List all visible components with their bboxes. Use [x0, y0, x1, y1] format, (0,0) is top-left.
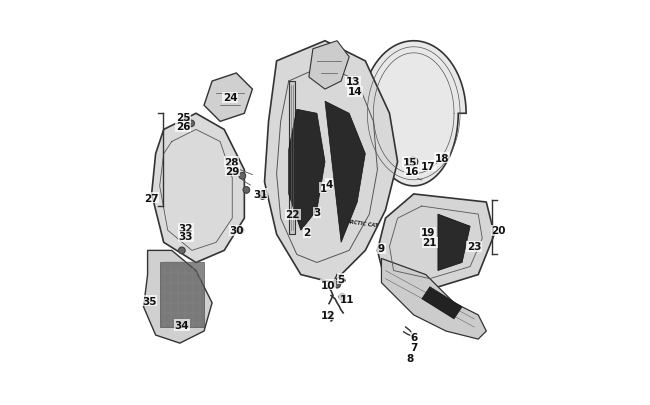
Text: 28: 28: [224, 157, 239, 167]
Circle shape: [339, 294, 346, 300]
Polygon shape: [309, 42, 349, 90]
Polygon shape: [289, 82, 294, 234]
Polygon shape: [289, 110, 325, 231]
Text: 11: 11: [340, 294, 354, 304]
Text: 33: 33: [179, 232, 193, 242]
Polygon shape: [361, 42, 466, 186]
Circle shape: [239, 173, 246, 179]
Text: 26: 26: [176, 122, 190, 132]
Text: 2: 2: [304, 228, 311, 238]
Text: 27: 27: [144, 194, 159, 203]
Polygon shape: [382, 259, 486, 339]
Text: 7: 7: [410, 342, 417, 352]
Polygon shape: [378, 194, 495, 291]
Circle shape: [334, 282, 341, 288]
Circle shape: [259, 193, 266, 200]
Polygon shape: [204, 74, 252, 122]
Circle shape: [408, 158, 418, 167]
Polygon shape: [325, 102, 365, 243]
Text: 1: 1: [319, 183, 326, 194]
Text: ARCTIC CAT: ARCTIC CAT: [346, 219, 378, 228]
Polygon shape: [265, 42, 398, 283]
Text: 6: 6: [410, 332, 417, 342]
Text: 21: 21: [422, 238, 437, 248]
Text: 12: 12: [321, 310, 335, 320]
Text: 10: 10: [321, 280, 335, 290]
Text: 30: 30: [229, 226, 244, 236]
Polygon shape: [438, 215, 470, 271]
Circle shape: [188, 121, 194, 127]
Polygon shape: [151, 114, 244, 263]
Polygon shape: [160, 263, 204, 327]
Polygon shape: [422, 287, 462, 319]
Text: 20: 20: [491, 226, 506, 236]
Text: 3: 3: [313, 208, 320, 217]
Text: 22: 22: [285, 209, 300, 220]
Text: 31: 31: [254, 190, 268, 199]
Text: 15: 15: [402, 157, 417, 167]
Text: 16: 16: [404, 166, 419, 176]
Text: 29: 29: [225, 166, 239, 176]
Text: 4: 4: [326, 179, 333, 190]
Text: 18: 18: [435, 153, 449, 163]
Text: 8: 8: [406, 354, 413, 364]
Text: 19: 19: [421, 228, 435, 238]
Text: 34: 34: [175, 320, 189, 330]
Circle shape: [243, 187, 250, 194]
Text: 25: 25: [176, 113, 190, 123]
Text: 32: 32: [179, 224, 193, 234]
Text: 24: 24: [223, 93, 237, 103]
Text: 9: 9: [378, 244, 385, 254]
Circle shape: [237, 228, 244, 234]
Text: 13: 13: [346, 77, 361, 87]
Circle shape: [179, 247, 185, 254]
Polygon shape: [144, 251, 212, 343]
Text: 5: 5: [337, 274, 345, 284]
Text: 35: 35: [142, 296, 157, 306]
Text: 14: 14: [348, 87, 363, 97]
Text: 17: 17: [421, 161, 435, 171]
Text: 23: 23: [467, 242, 482, 252]
